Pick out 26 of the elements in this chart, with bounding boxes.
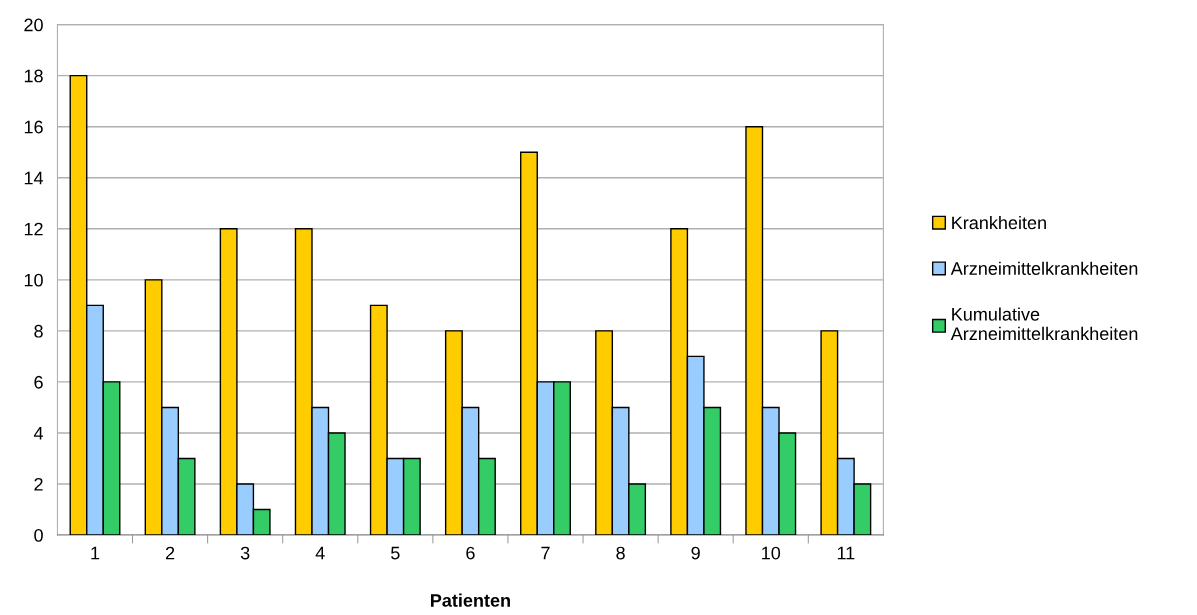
x-tick-label: 8 <box>616 546 625 560</box>
y-tick-label: 6 <box>34 375 43 389</box>
legend-label: Kumulative Arzneimittelkrankheiten <box>950 307 1138 341</box>
x-tick-label: 11 <box>837 546 855 560</box>
x-tick-label: 7 <box>541 546 550 560</box>
y-tick-label: 10 <box>24 273 43 287</box>
x-axis-title: Patienten <box>431 593 510 607</box>
x-tick-label: 3 <box>240 546 250 560</box>
x-tick-label: 4 <box>315 546 325 560</box>
y-tick-label: 14 <box>24 171 44 185</box>
y-tick-label: 4 <box>33 427 44 440</box>
x-tick-label: 2 <box>165 546 175 560</box>
y-tick-label: 18 <box>24 69 43 83</box>
y-tick-label: 8 <box>34 324 43 338</box>
legend-label: Krankheiten <box>952 215 1046 230</box>
y-tick-label: 12 <box>24 222 43 236</box>
x-tick-label: 10 <box>762 546 781 560</box>
y-tick-label: 20 <box>24 18 43 32</box>
y-tick-label: 0 <box>34 528 43 542</box>
x-tick-label: 9 <box>691 546 700 560</box>
x-tick-label: 6 <box>466 546 475 560</box>
y-tick-label: 2 <box>34 477 43 491</box>
x-tick-label: 5 <box>391 546 400 560</box>
y-tick-label: 16 <box>24 120 43 134</box>
legend-label: Arzneimittelkrankheiten <box>950 261 1138 275</box>
x-tick-label: 1 <box>91 546 100 560</box>
